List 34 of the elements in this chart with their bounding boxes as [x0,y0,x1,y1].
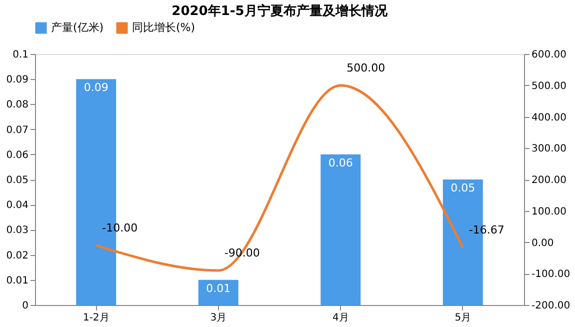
bar [198,280,238,305]
legend-label: 同比增长(%) [132,21,196,34]
y2-tick-label: 400.00 [532,112,566,124]
y-tick-label: 0.1 [12,50,28,60]
y2-tick-label: 500.00 [532,80,566,92]
y2-tick-label: 100.00 [532,206,566,218]
y-tick-label: 0.07 [6,124,28,136]
y-tick-label: 0.01 [6,275,28,286]
y2-tick-label: -100.00 [532,269,570,280]
data-label: 0.09 [84,81,108,94]
y-tick-label: 0.03 [6,225,28,236]
data-label: 0.01 [206,282,231,295]
y2-tick-label: -200.00 [532,300,570,312]
data-label: 0.05 [450,182,476,194]
y2-tick-label: 300.00 [532,144,566,155]
bar [320,154,361,305]
y-tick-label: 0.09 [6,74,28,86]
x-tick-label: 5月 [454,312,472,324]
y2-tick-label: 200.00 [532,175,566,186]
y-tick-label: 0.04 [6,200,28,212]
y-tick-label: 0.08 [6,100,28,111]
y-tick-label: 0.05 [6,175,28,186]
data-label: 500.00 [346,61,386,74]
y2-tick-label: 0.00 [532,238,554,249]
y-tick-label: 0.02 [6,250,28,262]
y2-tick-label: 600.00 [532,50,566,60]
x-tick-label: 4月 [332,312,349,324]
x-tick-label: 3月 [210,312,227,324]
chart-title: 2020年1-5月宁夏布产量及增长情况 [172,3,388,19]
data-label: 0.06 [328,156,353,170]
x-tick-label: 1-2月 [82,312,110,324]
y-tick-label: 0.06 [6,150,28,161]
legend-label: 产量(亿米) [51,21,104,34]
y-tick-label: 0 [22,300,28,312]
